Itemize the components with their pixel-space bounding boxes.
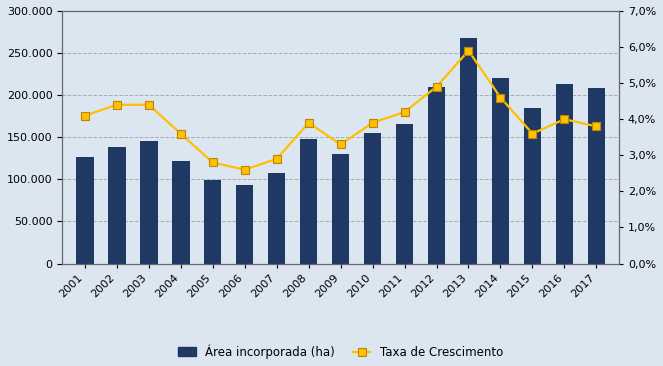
Bar xyxy=(300,139,318,264)
Bar xyxy=(524,108,541,264)
Bar xyxy=(172,161,190,264)
Bar xyxy=(428,87,446,264)
Bar xyxy=(204,180,221,264)
Bar xyxy=(364,133,381,264)
Bar xyxy=(236,185,253,264)
Bar xyxy=(492,78,509,264)
Bar xyxy=(459,38,477,264)
Bar xyxy=(140,141,158,264)
Bar xyxy=(396,124,413,264)
Bar xyxy=(587,89,605,264)
Bar xyxy=(556,84,573,264)
Bar xyxy=(268,173,286,264)
Bar xyxy=(332,154,349,264)
Legend: Área incorporada (ha), Taxa de Crescimento: Área incorporada (ha), Taxa de Crescimen… xyxy=(173,340,508,364)
Bar xyxy=(76,157,93,264)
Bar xyxy=(108,147,125,264)
